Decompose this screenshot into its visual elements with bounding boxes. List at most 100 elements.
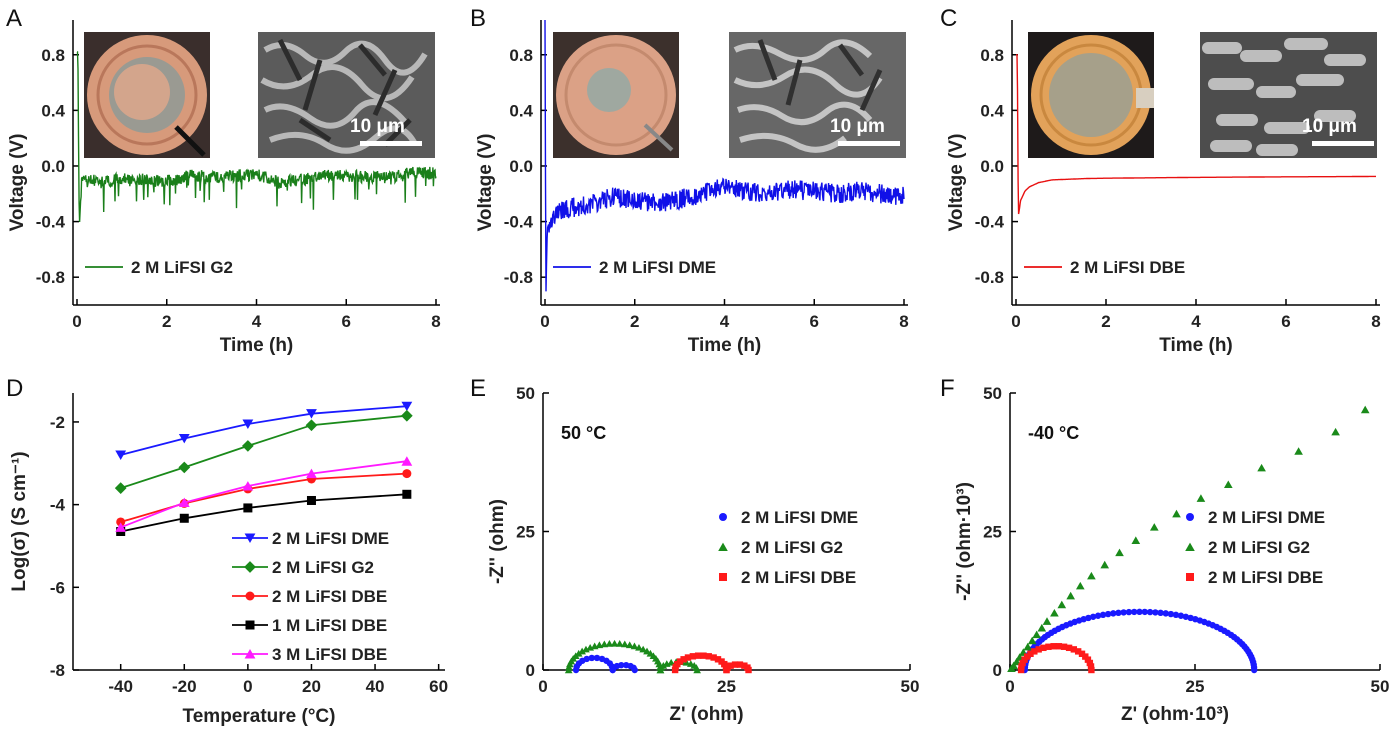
legend-marker: [719, 573, 727, 581]
x-axis-label: Temperature (°C): [183, 706, 336, 727]
legend-entry: 2 M LiFSI DBE: [1208, 568, 1323, 587]
legend-entry: 2 M LiFSI DBE: [272, 587, 387, 606]
x-tick-label: 4: [720, 312, 730, 331]
data-point: [116, 517, 126, 527]
legend-entry: 3 M LiFSI DBE: [272, 645, 387, 664]
panel-a-voltage-plot: 0.8 0.4 0.0 -0.4 -0.8 0 2 4 6 8 Time (h) Voltage (V…: [7, 20, 441, 356]
panel-letter-b: B: [470, 5, 486, 32]
data-point: [1099, 611, 1107, 619]
x-tick-label: 50: [1371, 677, 1390, 696]
data-point: [306, 409, 317, 419]
series-line: [76, 51, 437, 223]
data-point: [1057, 600, 1067, 609]
data-point: [1360, 405, 1370, 414]
legend-entry: 2 M LiFSI DBE: [741, 568, 856, 587]
x-tick-label: 0: [1005, 677, 1014, 696]
panel-c-voltage-plot: 0.8 0.4 0.0 -0.4 -0.8 0 2 4 6 8 Time (h) Voltage (V…: [946, 20, 1381, 356]
data-point: [1018, 663, 1025, 670]
y-axis-label: Log(σ) (S cm⁻¹): [9, 451, 30, 591]
data-point: [582, 645, 590, 653]
data-point: [578, 647, 586, 655]
data-point: [1257, 463, 1266, 472]
y-tick-label: 50: [983, 384, 1002, 403]
data-point: [242, 481, 254, 491]
data-point: [178, 461, 191, 474]
data-point: [610, 639, 619, 647]
data-point: [693, 666, 701, 674]
x-tick-label: 20: [302, 677, 321, 696]
data-point: [1042, 617, 1052, 625]
y-tick-label: 0.0: [509, 157, 533, 176]
y-tick-label: 0.8: [41, 46, 65, 65]
legend-marker: [245, 620, 255, 630]
x-tick-label: -20: [172, 677, 197, 696]
x-tick-label: -40: [108, 677, 133, 696]
data-point: [1024, 653, 1031, 660]
data-point: [306, 495, 316, 505]
legend-entry: 2 M LiFSI DME: [741, 508, 858, 527]
legend-marker: [244, 533, 256, 543]
data-point: [1131, 608, 1138, 616]
data-point: [588, 654, 595, 662]
data-point: [1050, 608, 1059, 617]
data-point: [242, 440, 254, 452]
data-point: [1040, 644, 1047, 652]
y-tick-label: 0.4: [980, 101, 1004, 120]
data-point: [401, 401, 413, 412]
data-point: [305, 419, 318, 432]
panel-b-voltage-plot: 0.8 0.4 0.0 -0.4 -0.8 0 2 4 6 8 Time (h) Voltage (V…: [475, 19, 909, 356]
data-point: [1037, 623, 1047, 632]
data-point: [179, 513, 189, 523]
legend-entry: 2 M LiFSI G2: [1208, 538, 1310, 557]
y-tick-label: -0.4: [504, 213, 534, 232]
y-tick-label: -0.8: [975, 268, 1004, 287]
x-tick-label: 8: [1371, 312, 1380, 331]
panel-letter-f: F: [940, 375, 955, 402]
y-axis-label: Voltage (V): [946, 134, 967, 232]
data-point: [593, 654, 601, 662]
x-tick-label: 4: [1191, 312, 1201, 331]
legend-entry: 2 M LiFSI DME: [1208, 508, 1325, 527]
scalebar-label-c: 10 μm: [1302, 116, 1357, 137]
data-point: [1115, 548, 1124, 557]
data-point: [615, 640, 624, 647]
y-tick-label: -0.4: [975, 213, 1005, 232]
data-point: [689, 653, 697, 660]
inset-photo-b: [553, 32, 679, 158]
y-tick-label: -0.8: [504, 268, 533, 287]
data-point: [1251, 666, 1258, 674]
x-tick-label: 0: [540, 312, 549, 331]
x-tick-label: 40: [366, 677, 385, 696]
legend-entry: 2 M LiFSI DME: [272, 529, 389, 548]
legend-entry: 2 M LiFSI G2: [272, 558, 374, 577]
y-tick-label: 25: [516, 523, 535, 542]
y-tick-label: -6: [50, 578, 65, 597]
data-point: [1085, 614, 1092, 622]
legend-entry: 2 M LiFSI G2: [741, 538, 843, 557]
data-point: [1146, 608, 1154, 616]
legend-marker: [244, 649, 256, 659]
data-point: [1172, 611, 1180, 619]
data-point: [694, 652, 702, 659]
data-point: [402, 469, 412, 479]
y-tick-label: -8: [50, 661, 65, 680]
data-point: [1087, 571, 1096, 580]
x-tick-label: 0: [538, 677, 547, 696]
data-point: [736, 661, 744, 668]
scalebar-label-b: 10 μm: [830, 116, 885, 137]
data-point: [1009, 661, 1019, 670]
scalebar-label-a: 10 μm: [350, 116, 405, 137]
data-point: [114, 482, 127, 494]
data-point: [1089, 613, 1097, 620]
data-point: [1125, 608, 1133, 616]
y-tick-label: -2: [50, 413, 65, 432]
x-axis-label: Time (h): [220, 335, 294, 356]
inset-photo-c: [1028, 32, 1154, 158]
inset-micrograph-c: 10 μm: [1200, 32, 1377, 158]
legend-entry: 2 M LiFSI G2: [131, 258, 233, 277]
data-point: [1196, 494, 1206, 502]
data-point: [401, 456, 413, 466]
data-point: [1075, 581, 1085, 590]
temperature-annotation: -40 °C: [1028, 423, 1079, 443]
